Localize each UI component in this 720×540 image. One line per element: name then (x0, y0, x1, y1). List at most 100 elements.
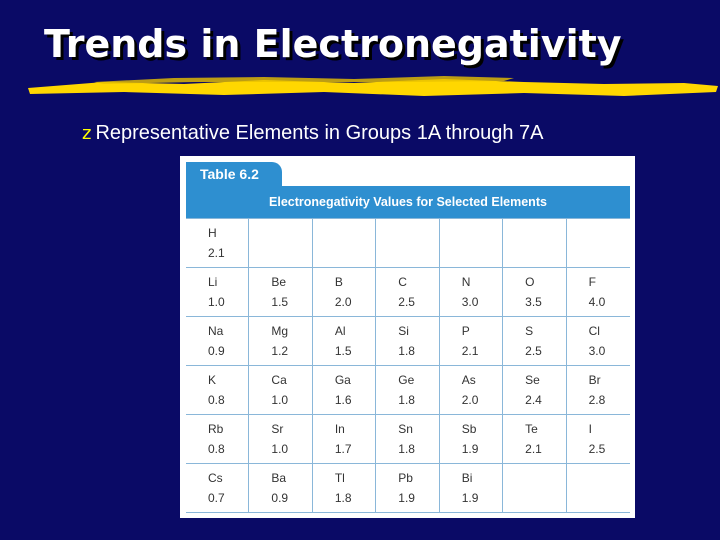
table-header: Electronegativity Values for Selected El… (186, 186, 630, 218)
element-symbol: In (334, 422, 345, 436)
element-symbol: Se (525, 373, 540, 387)
table-cell: Be 1.5 (249, 268, 313, 317)
element-symbol: K (208, 373, 217, 387)
table-cell: Cs 0.7 (186, 464, 250, 513)
table-cell: Sr 1.0 (249, 415, 313, 464)
table-cell (312, 219, 377, 268)
electronegativity-value: 3.0 (461, 295, 479, 309)
element-symbol: Rb (208, 422, 224, 436)
electronegativity-value: 1.5 (271, 295, 289, 309)
element-symbol: Bi (461, 471, 473, 485)
element-symbol: Li (208, 275, 218, 289)
electronegativity-value: 0.9 (271, 491, 289, 505)
table-cell: P 2.1 (439, 317, 504, 366)
element-symbol: C (398, 275, 407, 289)
table-cell: Bi 1.9 (439, 464, 504, 513)
electronegativity-value: 0.7 (208, 491, 225, 505)
element-symbol: As (461, 373, 476, 387)
electronegativity-value: 1.0 (271, 393, 289, 407)
element-symbol: Na (208, 324, 224, 338)
element-symbol: Ga (334, 373, 351, 387)
table-cell: Ba 0.9 (249, 464, 313, 513)
table-grid: H 2.1 Li 1.0 Be 1.5 B 2.0 C 2.5 N 3.0 O 3.5 F 4.0 Na 0.9 M… (186, 218, 630, 513)
table-cell (376, 219, 440, 268)
element-symbol: Al (334, 324, 346, 338)
table-cell: Te 2.1 (503, 415, 567, 464)
table-cell: Rb 0.8 (186, 415, 250, 464)
electronegativity-value: 2.1 (525, 442, 542, 456)
table-cell: H 2.1 (186, 219, 250, 268)
electronegativity-value: 1.8 (398, 442, 415, 456)
electronegativity-value: 2.5 (588, 442, 606, 456)
table-cell: C 2.5 (376, 268, 440, 317)
table-cell: K 0.8 (186, 366, 250, 415)
element-symbol: Mg (271, 324, 289, 338)
table-cell: Cl 3.0 (566, 317, 630, 366)
electronegativity-value: 1.8 (398, 344, 415, 358)
electronegativity-value: 2.5 (398, 295, 415, 309)
element-symbol: Si (398, 324, 409, 338)
table-cell: Si 1.8 (376, 317, 440, 366)
table-cell: S 2.5 (503, 317, 567, 366)
element-symbol: Ca (271, 373, 287, 387)
electronegativity-value: 1.9 (461, 442, 479, 456)
table-cell: Br 2.8 (566, 366, 630, 415)
electronegativity-value: 1.9 (398, 491, 415, 505)
element-symbol: F (588, 275, 596, 289)
title-underline-rule (28, 76, 718, 96)
electronegativity-value: 0.8 (208, 393, 225, 407)
electronegativity-value: 3.5 (525, 295, 542, 309)
table-cell: Ga 1.6 (312, 366, 377, 415)
bullet-representative-elements: z Representative Elements in Groups 1A th… (82, 122, 544, 145)
electronegativity-value: 2.8 (588, 393, 606, 407)
element-symbol: Sn (398, 422, 413, 436)
table-cell: F 4.0 (566, 268, 630, 317)
electronegativity-table: Table 6.2 Electronegativity Values for S… (180, 156, 635, 518)
element-symbol: Te (525, 422, 538, 436)
table-cell (503, 464, 567, 513)
element-symbol: O (525, 275, 535, 289)
table-cell: Li 1.0 (186, 268, 250, 317)
electronegativity-value: 0.9 (208, 344, 225, 358)
element-symbol: Ba (271, 471, 287, 485)
table-cell: Mg 1.2 (249, 317, 313, 366)
table-cell: Al 1.5 (312, 317, 377, 366)
table-cell: Tl 1.8 (312, 464, 377, 513)
table-cell: Se 2.4 (503, 366, 567, 415)
element-symbol: H (208, 226, 217, 240)
electronegativity-value: 2.5 (525, 344, 542, 358)
element-symbol: S (525, 324, 534, 338)
element-symbol: Cl (588, 324, 600, 338)
table-cell: Na 0.9 (186, 317, 250, 366)
electronegativity-value: 2.1 (461, 344, 479, 358)
table-cell: Pb 1.9 (376, 464, 440, 513)
element-symbol: Be (271, 275, 287, 289)
electronegativity-value: 1.7 (334, 442, 352, 456)
electronegativity-value: 2.0 (461, 393, 479, 407)
bullet-mark: z (82, 123, 92, 144)
electronegativity-value: 1.0 (208, 295, 225, 309)
table-cell (566, 219, 630, 268)
electronegativity-value: 1.8 (334, 491, 352, 505)
electronegativity-value: 2.4 (525, 393, 542, 407)
table-cell (503, 219, 567, 268)
bullet-text: Representative Elements in Groups 1A thr… (95, 122, 544, 144)
element-symbol: Tl (334, 471, 345, 485)
element-symbol: Cs (208, 471, 223, 485)
element-symbol: Sb (461, 422, 477, 436)
table-cell: Ge 1.8 (376, 366, 440, 415)
electronegativity-value: 1.8 (398, 393, 415, 407)
element-symbol: Sr (271, 422, 284, 436)
table-cell: Ca 1.0 (249, 366, 313, 415)
electronegativity-value: 0.8 (208, 442, 225, 456)
electronegativity-value: 1.0 (271, 442, 289, 456)
table-cell: B 2.0 (312, 268, 377, 317)
element-symbol: Pb (398, 471, 413, 485)
slide-title: Trends in Electronegativity (44, 22, 622, 66)
element-symbol: P (461, 324, 470, 338)
table-cell: I 2.5 (566, 415, 630, 464)
table-cell (249, 219, 313, 268)
electronegativity-value: 4.0 (588, 295, 606, 309)
electronegativity-value: 1.2 (271, 344, 289, 358)
table-cell: Sn 1.8 (376, 415, 440, 464)
